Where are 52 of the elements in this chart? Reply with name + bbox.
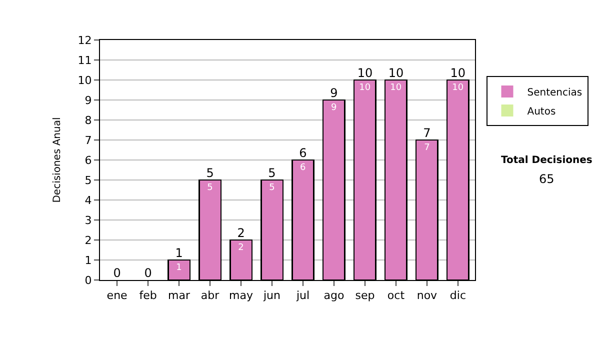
y-tick-label: 10 [78, 74, 92, 87]
x-tick-label: mar [168, 289, 190, 302]
total-label: 9 [330, 86, 338, 100]
y-tick-label: 3 [84, 214, 92, 227]
x-tick-label: ene [106, 289, 128, 302]
legend-label: Sentencias [527, 87, 582, 98]
x-tick-label: oct [387, 289, 406, 302]
data-label: 1 [176, 263, 182, 273]
x-tick-label: sep [355, 289, 375, 302]
total-label: 7 [423, 126, 431, 140]
y-tick-label: 7 [84, 134, 92, 147]
total-label: 6 [299, 146, 307, 160]
x-tick-label: ago [324, 289, 344, 302]
x-tick-label: jun [262, 289, 281, 302]
data-label: 10 [359, 83, 371, 93]
y-axis-title: Decisiones Anual [52, 117, 63, 203]
text: Total Decisiones [501, 155, 592, 166]
y-tick-label: 5 [84, 174, 92, 187]
data-label: 6 [300, 163, 306, 173]
total-label: 2 [237, 226, 245, 240]
total-label: 5 [206, 166, 214, 180]
data-label: 9 [330, 103, 337, 113]
x-tick-label: nov [416, 289, 438, 302]
y-tick-label: 1 [84, 254, 92, 267]
x-tick-label: abr [200, 289, 220, 302]
y-tick-label: 12 [78, 34, 92, 47]
x-tick-label: feb [139, 289, 157, 302]
total-label: 0 [113, 266, 121, 280]
data-label: 10 [452, 83, 464, 93]
text: 65 [539, 172, 554, 186]
data-label: 7 [424, 143, 430, 153]
data-label: 2 [238, 243, 244, 253]
total-label: 10 [388, 66, 404, 80]
y-tick-label: 6 [84, 154, 92, 167]
total-label: 1 [175, 246, 183, 260]
total-label: 0 [144, 266, 152, 280]
x-tick-label: dic [450, 289, 466, 302]
y-tick-label: 4 [84, 194, 92, 207]
data-label: 10 [390, 83, 402, 93]
total-label: 10 [450, 66, 466, 80]
data-label: 5 [269, 183, 275, 193]
x-tick-label: may [229, 289, 254, 302]
total-label: 10 [357, 66, 373, 80]
y-tick-label: 8 [84, 114, 92, 127]
x-tick-label: jul [295, 289, 310, 302]
y-tick-label: 11 [78, 54, 92, 67]
y-tick-label: 9 [84, 94, 92, 107]
y-tick-label: 2 [84, 234, 92, 247]
legend-label: Autos [527, 106, 556, 118]
total-label: 5 [268, 166, 276, 180]
data-label: 5 [207, 183, 213, 193]
y-tick-label: 0 [84, 274, 92, 287]
